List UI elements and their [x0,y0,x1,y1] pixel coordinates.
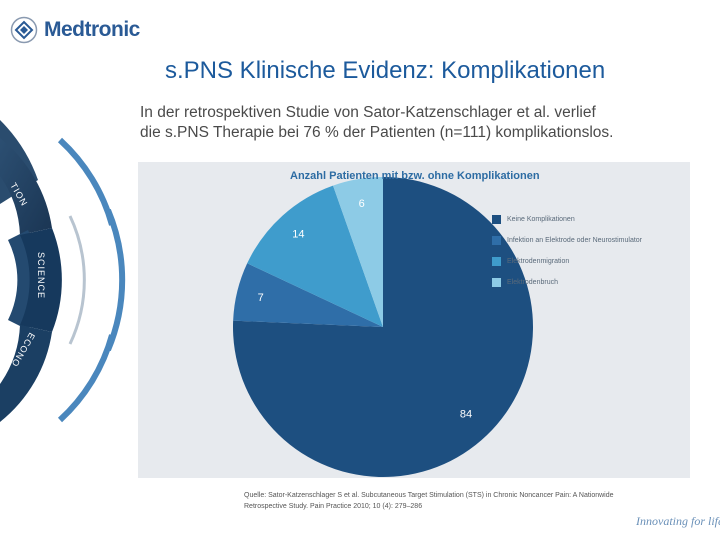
legend-swatch [492,215,501,224]
legend-label: Keine Komplikationen [507,216,575,223]
legend-label: Elektrodenbruch [507,279,558,286]
pie-slice [333,177,383,327]
legend-swatch [492,236,501,245]
chart-title: Anzahl Patienten mit bzw. ohne Komplikat… [290,170,540,182]
pie-chart: 84 7 14 6 [233,177,533,477]
legend-item: Keine Komplikationen [492,209,642,230]
slide-subtitle: In der retrospektiven Studie von Sator-K… [140,103,613,143]
source-citation: Quelle: Sator-Katzenschlager S et al. Su… [244,490,684,512]
pie-slice-value-label: 6 [359,198,365,210]
brand-name: Medtronic [44,18,140,41]
legend-item: Elektrodenmigration [492,251,642,272]
legend-label: Infektion an Elektrode oder Neurostimula… [507,237,643,244]
legend-label: Elektrodenmigration [507,258,570,265]
subtitle-line-2: die s.PNS Therapie bei 76 % der Patiente… [140,124,614,141]
pie-slice-value-label: 84 [460,409,472,421]
source-line-1: Quelle: Sator-Katzenschlager S et al. Su… [244,492,614,499]
legend-swatch [492,257,501,266]
legend-item: Elektrodenbruch [492,272,642,293]
medtronic-logo: Medtronic [10,16,140,44]
pie-slice-value-label: 14 [292,229,304,241]
decorative-wheel: TION SCIENCE ECONO [0,120,126,423]
pie-slice [247,185,383,327]
pie-slice-value-label: 7 [258,292,264,304]
medtronic-logo-icon [10,16,38,44]
brand-tagline: Innovating for life. [636,514,720,528]
subtitle-line-1: In der retrospektiven Studie von Sator-K… [140,104,596,121]
slide-title: s.PNS Klinische Evidenz: Komplikationen [165,57,606,84]
wheel-segment-label: SCIENCE [36,252,46,299]
legend-item: Infektion an Elektrode oder Neurostimula… [492,230,642,251]
pie-slice [233,263,383,327]
chart-panel: 84 7 14 6 Anzahl Patienten mit bzw. ohne Ko… [138,162,690,478]
source-line-2: Retrospective Study. Pain Practice 2010;… [244,503,423,510]
chart-legend: Keine Komplikationen Infektion an Elektro… [492,209,642,293]
legend-swatch [492,278,501,287]
